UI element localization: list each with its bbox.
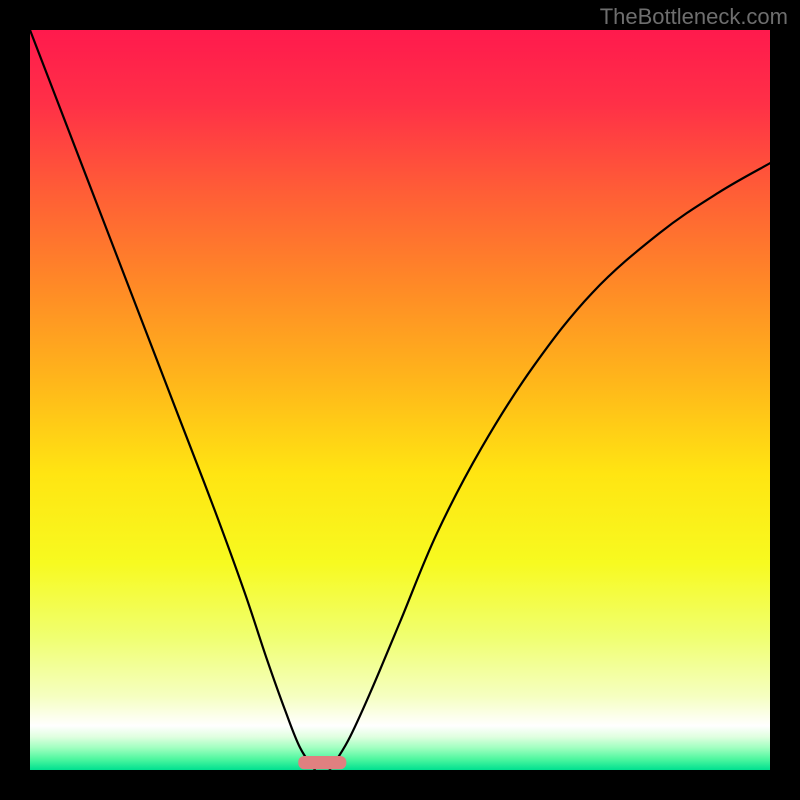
plot-background (30, 30, 770, 770)
bottleneck-chart (0, 0, 800, 800)
watermark-text: TheBottleneck.com (600, 4, 788, 30)
trough-marker (298, 756, 346, 769)
chart-container: TheBottleneck.com (0, 0, 800, 800)
